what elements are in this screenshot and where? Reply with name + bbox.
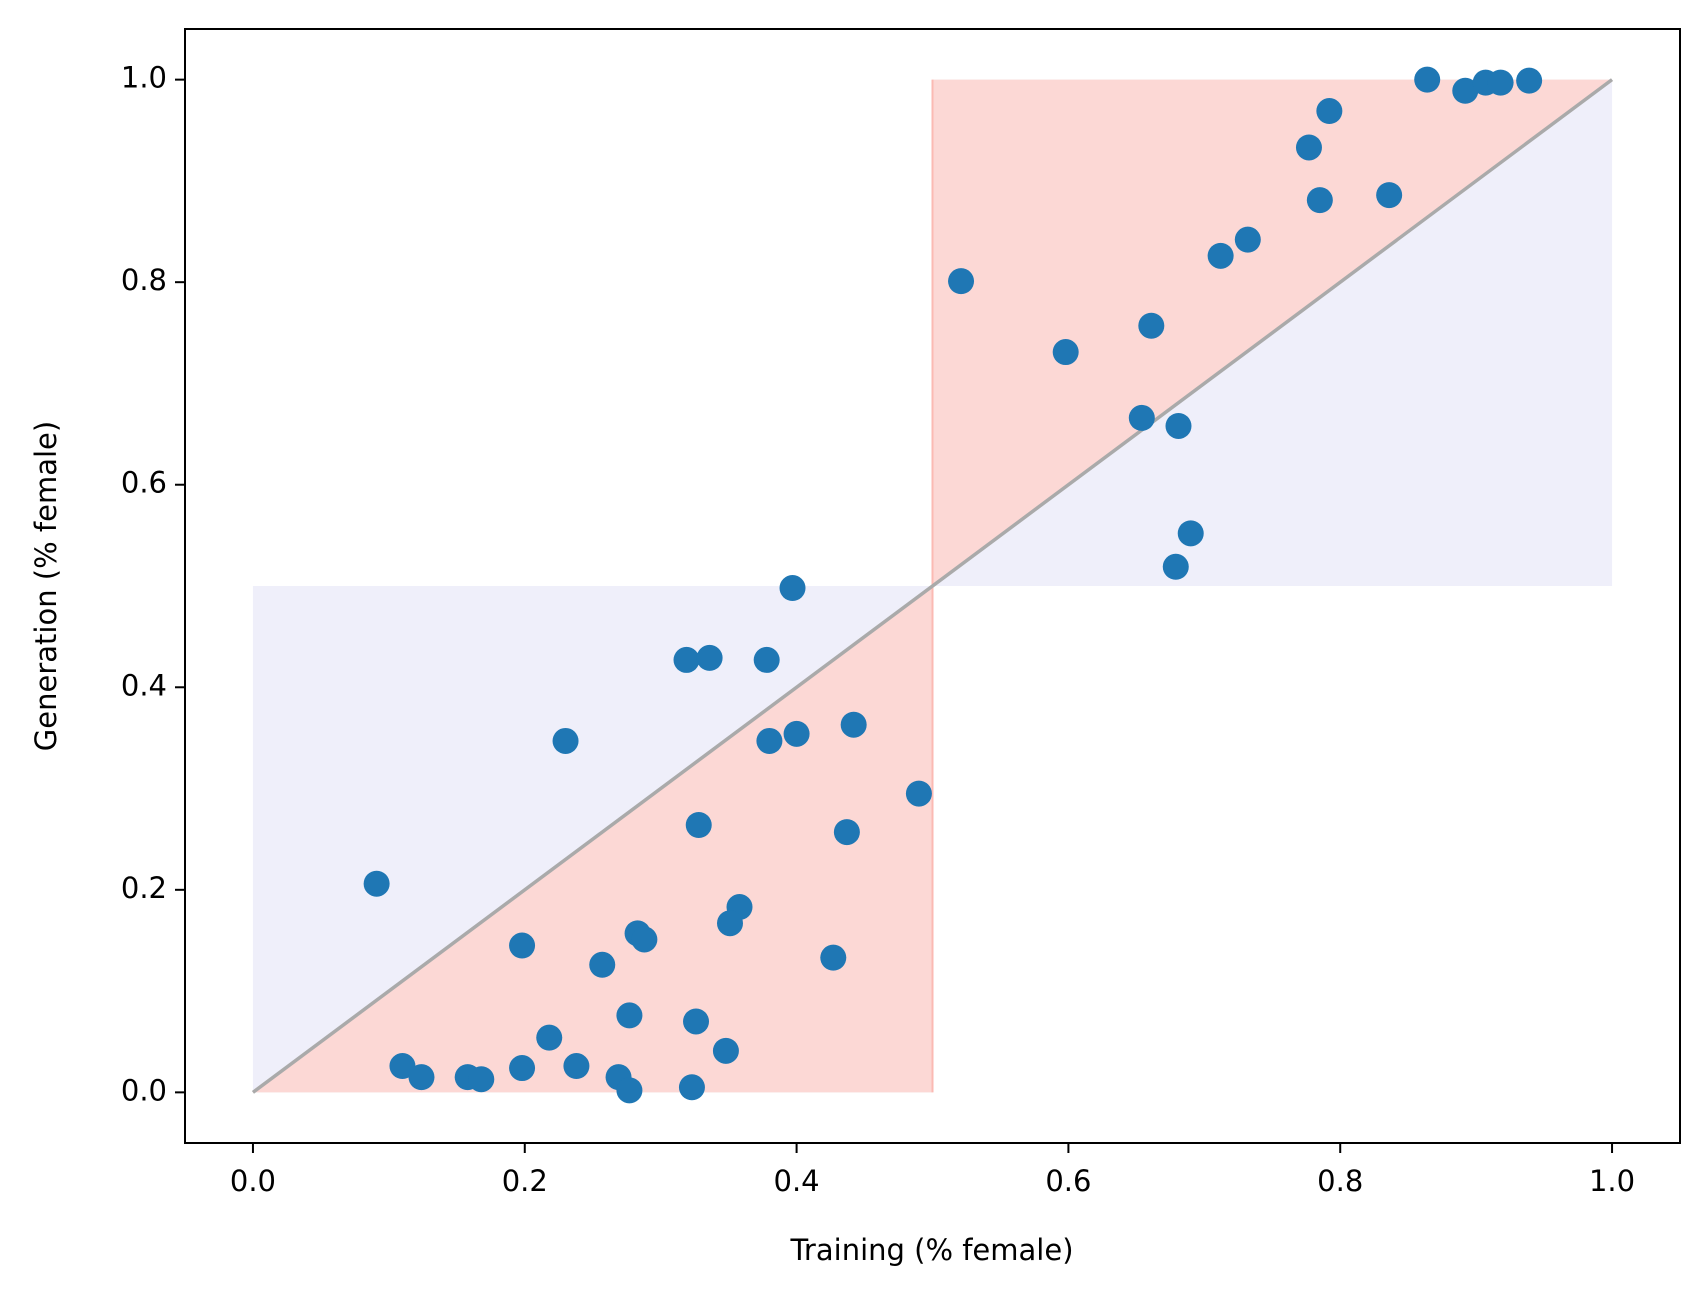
point: [716, 910, 743, 937]
point: [389, 1053, 416, 1080]
point: [589, 951, 616, 978]
point: [673, 646, 700, 673]
x-tick-label: 0.4: [774, 1164, 820, 1198]
point: [753, 646, 780, 673]
x-axis-label: Training (% female): [789, 1233, 1073, 1267]
point: [1128, 404, 1155, 431]
point: [779, 575, 806, 602]
point: [1177, 520, 1204, 547]
y-tick-label: 0.2: [121, 871, 167, 905]
point: [833, 819, 860, 846]
point: [1452, 77, 1479, 104]
point: [1516, 67, 1543, 94]
point: [820, 944, 847, 971]
point: [678, 1074, 705, 1101]
point: [509, 1055, 536, 1082]
point: [1207, 242, 1234, 269]
point: [509, 932, 536, 959]
point: [783, 720, 810, 747]
point: [536, 1024, 563, 1051]
point: [1138, 312, 1165, 339]
point: [948, 268, 975, 295]
point: [905, 780, 932, 807]
point: [1165, 412, 1192, 439]
point: [363, 870, 390, 897]
point: [616, 1077, 643, 1104]
point: [712, 1037, 739, 1064]
point: [1487, 69, 1514, 96]
y-axis-label: Generation (% female): [29, 421, 63, 751]
point: [563, 1053, 590, 1080]
diagonal: [251, 78, 1614, 1094]
point: [552, 727, 579, 754]
point: [1162, 553, 1189, 580]
point: [408, 1064, 435, 1091]
point: [1234, 226, 1261, 253]
x-tick-label: 0.2: [502, 1164, 548, 1198]
point: [631, 926, 658, 953]
point: [840, 711, 867, 738]
point: [1052, 339, 1079, 366]
point: [685, 812, 712, 839]
point: [1376, 182, 1403, 209]
y-tick-label: 0.6: [121, 466, 167, 500]
point: [468, 1066, 495, 1093]
plot-frame: [184, 28, 1681, 1144]
point: [1295, 134, 1322, 161]
point: [696, 644, 723, 671]
y-tick-label: 0.0: [121, 1073, 167, 1107]
x-tick-label: 1.0: [1589, 1164, 1635, 1198]
x-tick-label: 0.6: [1045, 1164, 1091, 1198]
point: [1306, 187, 1333, 214]
point: [683, 1008, 710, 1035]
x-tick-label: 0.0: [230, 1164, 276, 1198]
y-tick-label: 1.0: [121, 61, 167, 95]
point: [616, 1002, 643, 1029]
point: [756, 727, 783, 754]
y-tick-label: 0.8: [121, 263, 167, 297]
point: [1414, 66, 1441, 93]
point: [1316, 98, 1343, 125]
y-tick-label: 0.4: [121, 668, 167, 702]
x-tick-label: 0.8: [1317, 1164, 1363, 1198]
